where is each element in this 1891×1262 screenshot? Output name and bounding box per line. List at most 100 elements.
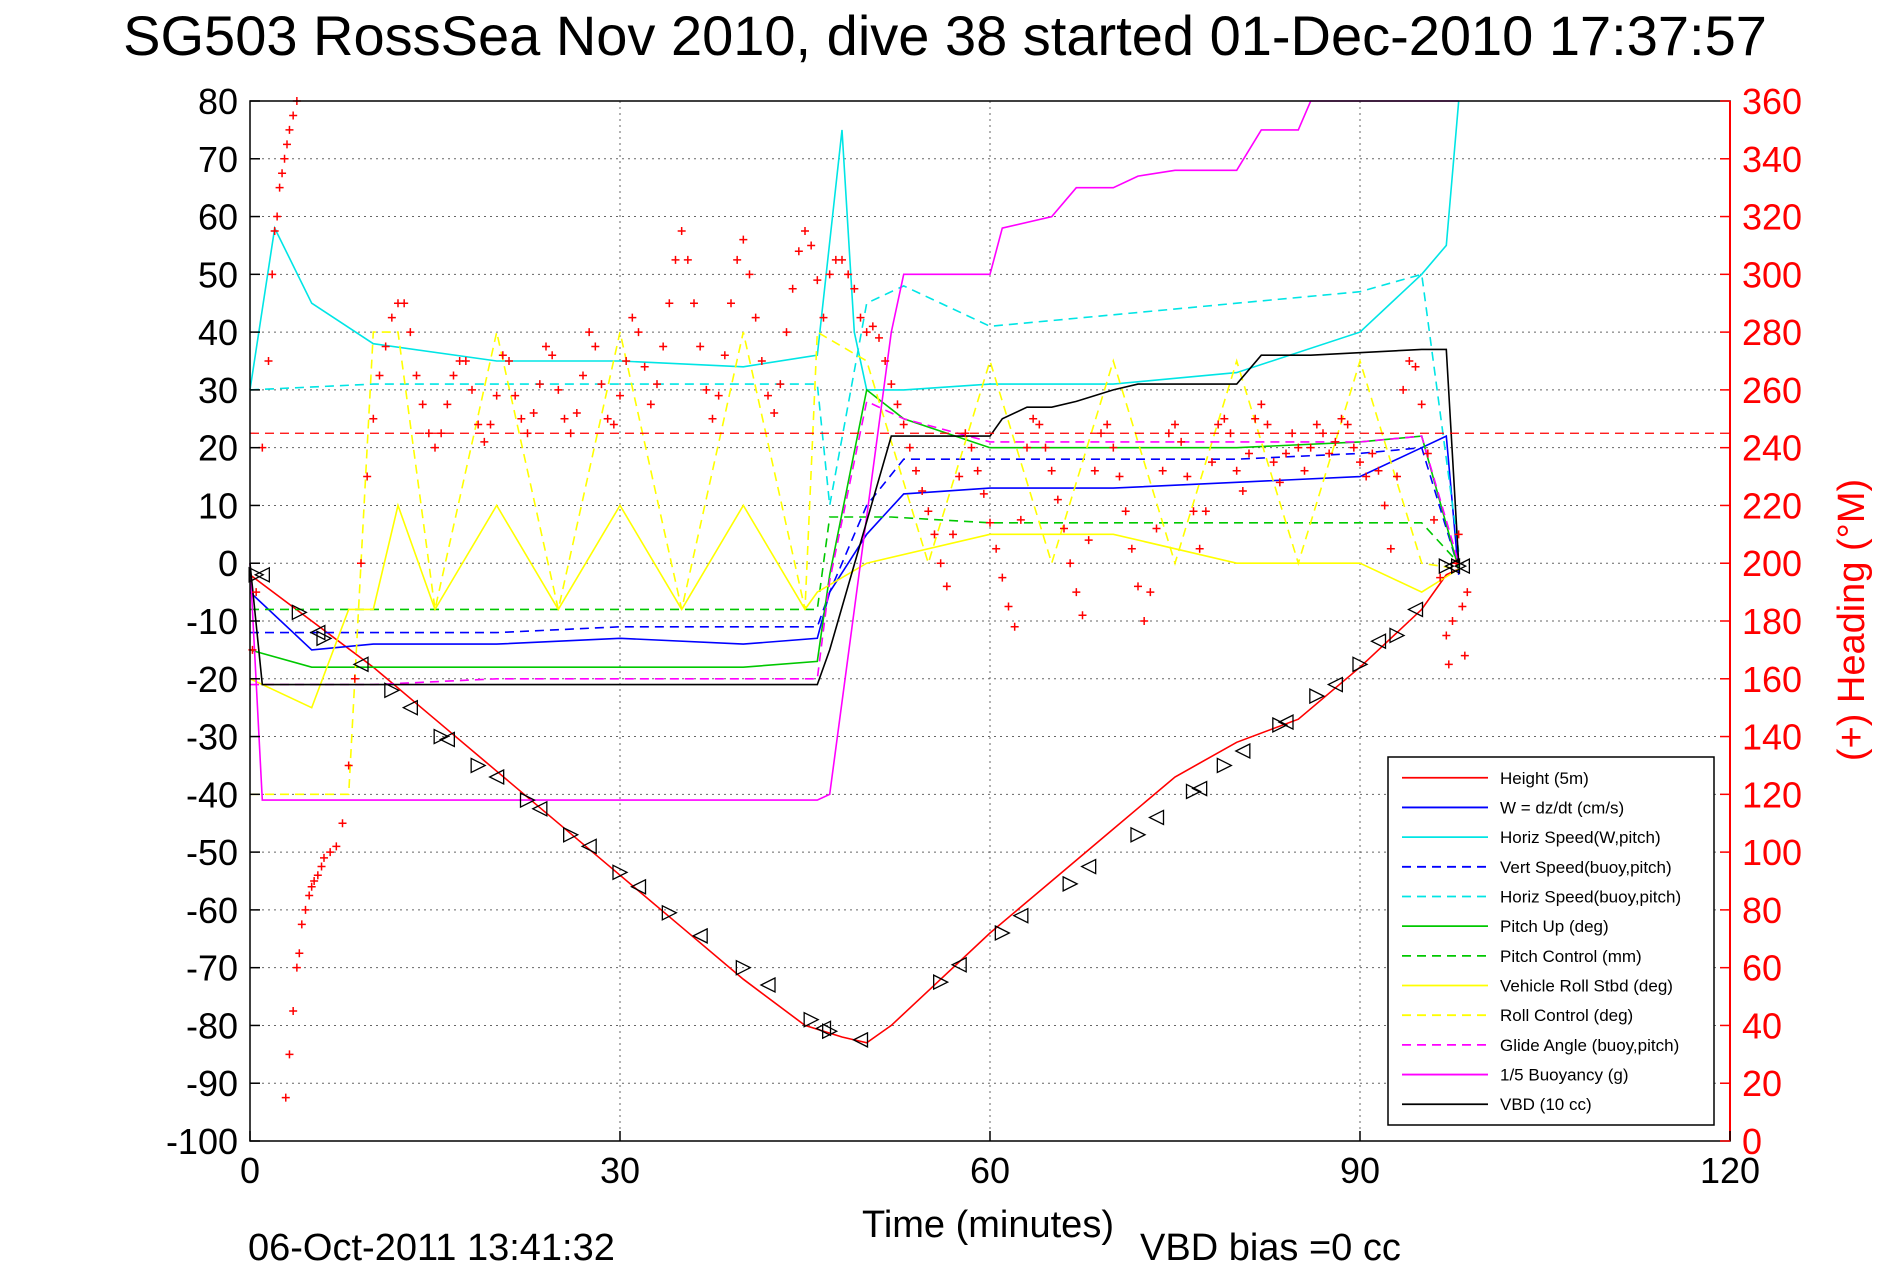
heading-point [505, 357, 513, 365]
dive-marker [1453, 558, 1471, 575]
dive-marker [759, 976, 776, 994]
heading-point [1066, 559, 1075, 568]
x-tick-label: 120 [1700, 1150, 1760, 1191]
heading-point [1417, 400, 1426, 409]
series-line [249, 100, 1460, 391]
y-tick-label: 30 [198, 370, 238, 411]
heading-point [751, 313, 760, 322]
heading-point [1368, 449, 1377, 458]
heading-point [357, 559, 365, 568]
heading-point [714, 391, 723, 400]
heading-point [1269, 458, 1278, 467]
heading-point [930, 530, 939, 539]
legend-label: VBD (10 cc) [1500, 1095, 1592, 1114]
heading-point [801, 227, 809, 235]
heading-point [973, 466, 982, 475]
heading-point [1306, 443, 1315, 452]
y2-tick-label: 0 [1742, 1121, 1762, 1162]
y2-tick-label: 320 [1742, 197, 1802, 238]
y2-tick-label: 120 [1742, 774, 1802, 815]
heading-point [560, 414, 569, 423]
heading-point [1078, 611, 1087, 620]
heading-point [1115, 472, 1124, 481]
y-tick-label: 80 [198, 81, 238, 122]
heading-point [764, 391, 772, 400]
heading-point [1411, 362, 1420, 371]
heading-point [961, 429, 970, 438]
heading-point [548, 351, 557, 360]
heading-point [1121, 507, 1130, 516]
heading-point [1463, 588, 1472, 597]
heading-point [511, 391, 520, 400]
heading-point [646, 400, 655, 409]
dive-marker [1216, 757, 1233, 774]
heading-point [264, 357, 273, 365]
y-tick-label: 70 [198, 139, 238, 180]
dive-marker [580, 838, 597, 855]
y-tick-label: -90 [186, 1063, 238, 1104]
heading-point [326, 848, 335, 857]
heading-point [807, 241, 816, 250]
heading-point [585, 328, 594, 337]
dive-marker [563, 826, 580, 843]
y2-axis-label: (+) Heading (°M) [1831, 479, 1873, 761]
heading-point [776, 380, 785, 389]
dive-marker [933, 974, 950, 991]
dive-marker [1444, 558, 1461, 575]
heading-point [1158, 466, 1167, 475]
y2-tick-label: 240 [1742, 428, 1802, 469]
dive-marker [1234, 742, 1251, 760]
heading-point [1023, 443, 1031, 452]
y2-tick-label: 200 [1742, 543, 1802, 584]
heading-point [523, 429, 532, 438]
heading-point [1103, 420, 1112, 429]
dive-marker [691, 927, 708, 944]
dive-marker [852, 1031, 869, 1048]
y-tick-label: 40 [198, 312, 238, 353]
heading-point [252, 588, 261, 597]
heading-point [1251, 414, 1260, 423]
heading-point [1356, 458, 1364, 467]
heading-point [739, 235, 748, 244]
dive-marker [1277, 714, 1294, 731]
heading-point [292, 963, 301, 972]
heading-point [868, 322, 877, 331]
heading-point [708, 414, 717, 423]
heading-point [696, 342, 705, 351]
heading-point [998, 573, 1007, 582]
heading-point [850, 284, 859, 293]
dive-markers [248, 558, 1471, 1048]
heading-point [819, 313, 828, 322]
heading-point [1319, 429, 1327, 438]
y-tick-label: -50 [186, 832, 238, 873]
y2-tick-label: 360 [1742, 81, 1802, 122]
heading-point [856, 313, 865, 322]
heading-point [733, 255, 742, 264]
heading-point [1004, 602, 1013, 611]
heading-point [295, 949, 304, 958]
heading-point [1146, 588, 1155, 597]
y2-tick-label: 340 [1742, 139, 1802, 180]
heading-point [278, 169, 287, 178]
heading-point [986, 518, 994, 527]
heading-point [1349, 443, 1358, 452]
dive-marker [1148, 809, 1165, 826]
heading-point [640, 362, 649, 371]
heading-point [788, 284, 797, 293]
heading-point [1300, 466, 1309, 475]
dive-marker [291, 604, 308, 621]
heading-point [1109, 443, 1118, 452]
heading-point [1460, 651, 1469, 660]
heading-point [745, 270, 754, 279]
heading-point [418, 400, 427, 409]
heading-point [461, 357, 470, 365]
y-tick-label: -60 [186, 890, 238, 931]
heading-point [862, 328, 871, 337]
dive-marker [253, 566, 270, 583]
heading-point [1010, 622, 1019, 631]
y2-tick-label: 100 [1742, 832, 1802, 873]
heading-point [268, 270, 277, 279]
y-tick-label: -40 [186, 774, 238, 815]
x-ticks: 0 30 60 90 120 [240, 1131, 1760, 1191]
heading-point [281, 1093, 290, 1102]
